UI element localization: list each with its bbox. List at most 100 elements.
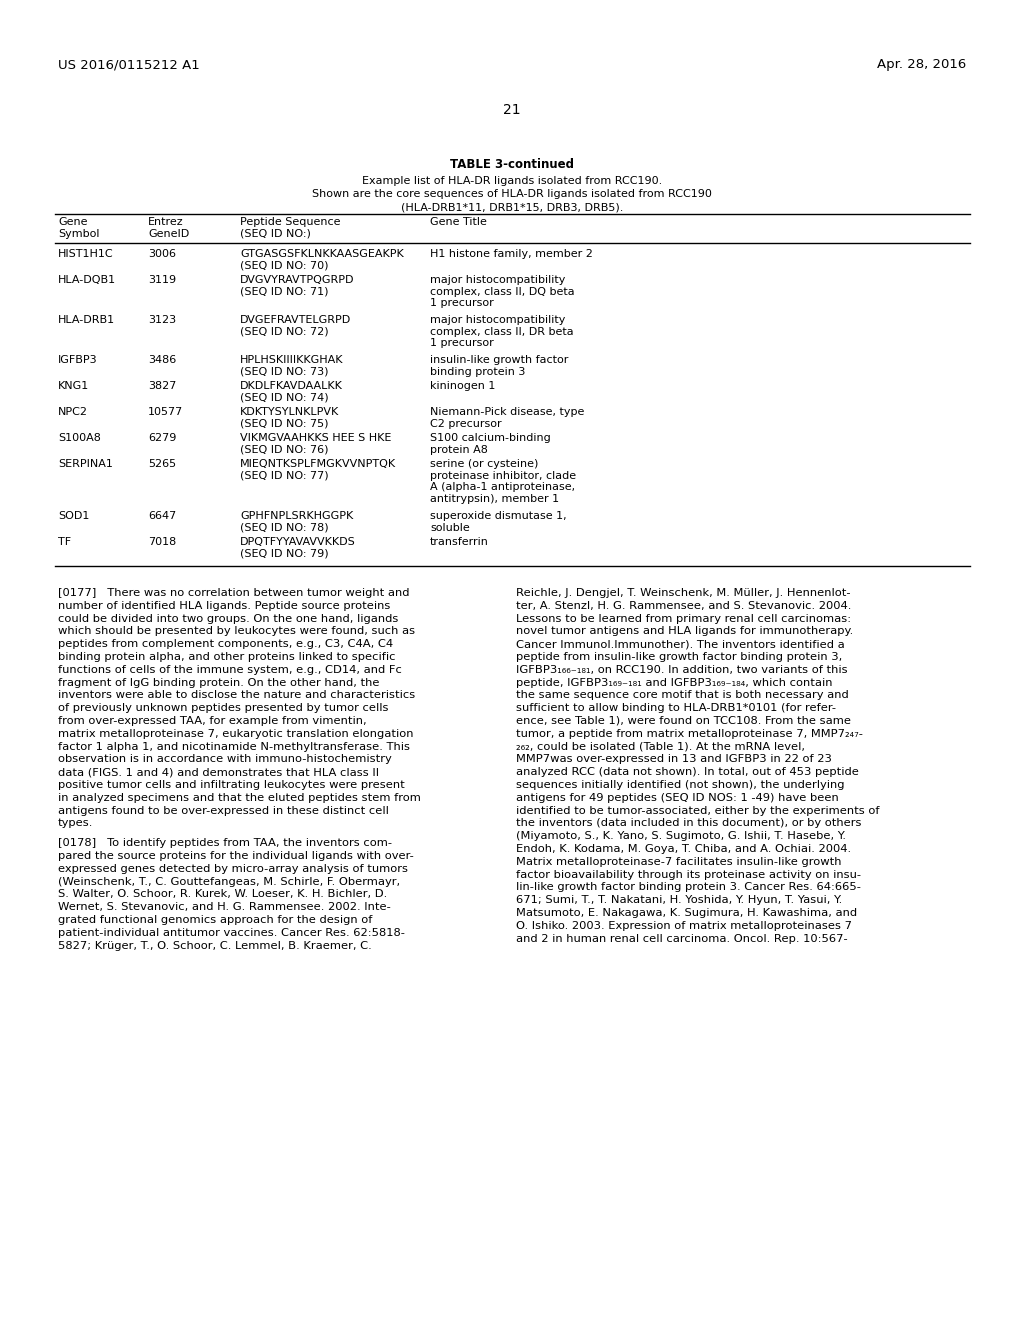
- Text: 7018: 7018: [148, 537, 176, 546]
- Text: which should be presented by leukocytes were found, such as: which should be presented by leukocytes …: [58, 627, 415, 636]
- Text: inventors were able to disclose the nature and characteristics: inventors were able to disclose the natu…: [58, 690, 416, 701]
- Text: Entrez
GeneID: Entrez GeneID: [148, 216, 189, 239]
- Text: S100A8: S100A8: [58, 433, 101, 444]
- Text: H1 histone family, member 2: H1 histone family, member 2: [430, 249, 593, 259]
- Text: grated functional genomics approach for the design of: grated functional genomics approach for …: [58, 915, 373, 925]
- Text: Niemann-Pick disease, type
C2 precursor: Niemann-Pick disease, type C2 precursor: [430, 407, 585, 429]
- Text: S100 calcium-binding
protein A8: S100 calcium-binding protein A8: [430, 433, 551, 454]
- Text: data (FIGS. 1 and 4) and demonstrates that HLA class II: data (FIGS. 1 and 4) and demonstrates th…: [58, 767, 379, 777]
- Text: factor bioavailability through its proteinase activity on insu-: factor bioavailability through its prote…: [516, 870, 861, 879]
- Text: 3119: 3119: [148, 275, 176, 285]
- Text: [0177]   There was no correlation between tumor weight and: [0177] There was no correlation between …: [58, 587, 410, 598]
- Text: matrix metalloproteinase 7, eukaryotic translation elongation: matrix metalloproteinase 7, eukaryotic t…: [58, 729, 414, 739]
- Text: Matrix metalloproteinase-7 facilitates insulin-like growth: Matrix metalloproteinase-7 facilitates i…: [516, 857, 842, 867]
- Text: ence, see Table 1), were found on TCC108. From the same: ence, see Table 1), were found on TCC108…: [516, 715, 851, 726]
- Text: lin-like growth factor binding protein 3. Cancer Res. 64:665-: lin-like growth factor binding protein 3…: [516, 882, 861, 892]
- Text: number of identified HLA ligands. Peptide source proteins: number of identified HLA ligands. Peptid…: [58, 601, 390, 611]
- Text: tumor, a peptide from matrix metalloproteinase 7, MMP7₂₄₇-: tumor, a peptide from matrix metalloprot…: [516, 729, 863, 739]
- Text: antigens for 49 peptides (SEQ ID NOS: 1 -49) have been: antigens for 49 peptides (SEQ ID NOS: 1 …: [516, 793, 839, 803]
- Text: HLA-DRB1: HLA-DRB1: [58, 315, 115, 325]
- Text: peptide from insulin-like growth factor binding protein 3,: peptide from insulin-like growth factor …: [516, 652, 843, 663]
- Text: MIEQNTKSPLFMGKVVNPTQK
(SEQ ID NO: 77): MIEQNTKSPLFMGKVVNPTQK (SEQ ID NO: 77): [240, 459, 396, 480]
- Text: 3006: 3006: [148, 249, 176, 259]
- Text: Gene Title: Gene Title: [430, 216, 486, 227]
- Text: NPC2: NPC2: [58, 407, 88, 417]
- Text: (Miyamoto, S., K. Yano, S. Sugimoto, G. Ishii, T. Hasebe, Y.: (Miyamoto, S., K. Yano, S. Sugimoto, G. …: [516, 832, 846, 841]
- Text: Endoh, K. Kodama, M. Goya, T. Chiba, and A. Ochiai. 2004.: Endoh, K. Kodama, M. Goya, T. Chiba, and…: [516, 843, 851, 854]
- Text: GTGASGSFKLNKKAASGEAKPK
(SEQ ID NO: 70): GTGASGSFKLNKKAASGEAKPK (SEQ ID NO: 70): [240, 249, 403, 271]
- Text: pared the source proteins for the individual ligands with over-: pared the source proteins for the indivi…: [58, 851, 414, 861]
- Text: KNG1: KNG1: [58, 381, 89, 391]
- Text: HPLHSKIIIIKKGHAK
(SEQ ID NO: 73): HPLHSKIIIIKKGHAK (SEQ ID NO: 73): [240, 355, 343, 376]
- Text: DVGEFRAVTELGRPD
(SEQ ID NO: 72): DVGEFRAVTELGRPD (SEQ ID NO: 72): [240, 315, 351, 337]
- Text: TF: TF: [58, 537, 71, 546]
- Text: HIST1H1C: HIST1H1C: [58, 249, 114, 259]
- Text: 6647: 6647: [148, 511, 176, 521]
- Text: of previously unknown peptides presented by tumor cells: of previously unknown peptides presented…: [58, 704, 388, 713]
- Text: US 2016/0115212 A1: US 2016/0115212 A1: [58, 58, 200, 71]
- Text: identified to be tumor-associated, either by the experiments of: identified to be tumor-associated, eithe…: [516, 805, 880, 816]
- Text: fragment of IgG binding protein. On the other hand, the: fragment of IgG binding protein. On the …: [58, 677, 380, 688]
- Text: novel tumor antigens and HLA ligands for immunotherapy.: novel tumor antigens and HLA ligands for…: [516, 627, 853, 636]
- Text: Example list of HLA-DR ligands isolated from RCC190.: Example list of HLA-DR ligands isolated …: [361, 176, 663, 186]
- Text: MMP7was over-expressed in 13 and IGFBP3 in 22 of 23: MMP7was over-expressed in 13 and IGFBP3 …: [516, 755, 831, 764]
- Text: [0178]   To identify peptides from TAA, the inventors com-: [0178] To identify peptides from TAA, th…: [58, 838, 392, 849]
- Text: (HLA-DRB1*11, DRB1*15, DRB3, DRB5).: (HLA-DRB1*11, DRB1*15, DRB3, DRB5).: [400, 202, 624, 213]
- Text: 10577: 10577: [148, 407, 183, 417]
- Text: Reichle, J. Dengjel, T. Weinschenk, M. Müller, J. Hennenlot-: Reichle, J. Dengjel, T. Weinschenk, M. M…: [516, 587, 851, 598]
- Text: HLA-DQB1: HLA-DQB1: [58, 275, 116, 285]
- Text: transferrin: transferrin: [430, 537, 488, 546]
- Text: Matsumoto, E. Nakagawa, K. Sugimura, H. Kawashima, and: Matsumoto, E. Nakagawa, K. Sugimura, H. …: [516, 908, 857, 917]
- Text: Gene
Symbol: Gene Symbol: [58, 216, 99, 239]
- Text: VIKMGVAAHKKS HEE S HKE
(SEQ ID NO: 76): VIKMGVAAHKKS HEE S HKE (SEQ ID NO: 76): [240, 433, 391, 454]
- Text: serine (or cysteine)
proteinase inhibitor, clade
A (alpha-1 antiproteinase,
anti: serine (or cysteine) proteinase inhibito…: [430, 459, 577, 504]
- Text: kininogen 1: kininogen 1: [430, 381, 496, 391]
- Text: SOD1: SOD1: [58, 511, 89, 521]
- Text: DVGVYRAVTPQGRPD
(SEQ ID NO: 71): DVGVYRAVTPQGRPD (SEQ ID NO: 71): [240, 275, 354, 297]
- Text: sufficient to allow binding to HLA-DRB1*0101 (for refer-: sufficient to allow binding to HLA-DRB1*…: [516, 704, 836, 713]
- Text: 3486: 3486: [148, 355, 176, 366]
- Text: peptides from complement components, e.g., C3, C4A, C4: peptides from complement components, e.g…: [58, 639, 393, 649]
- Text: SERPINA1: SERPINA1: [58, 459, 113, 469]
- Text: 5265: 5265: [148, 459, 176, 469]
- Text: KDKTYSYLNKLPVK
(SEQ ID NO: 75): KDKTYSYLNKLPVK (SEQ ID NO: 75): [240, 407, 339, 429]
- Text: in analyzed specimens and that the eluted peptides stem from: in analyzed specimens and that the elute…: [58, 793, 421, 803]
- Text: the inventors (data included in this document), or by others: the inventors (data included in this doc…: [516, 818, 861, 829]
- Text: IGFBP3₁₆₆₋₁₈₁, on RCC190. In addition, two variants of this: IGFBP3₁₆₆₋₁₈₁, on RCC190. In addition, t…: [516, 665, 848, 675]
- Text: IGFBP3: IGFBP3: [58, 355, 97, 366]
- Text: Peptide Sequence
(SEQ ID NO:): Peptide Sequence (SEQ ID NO:): [240, 216, 341, 239]
- Text: from over-expressed TAA, for example from vimentin,: from over-expressed TAA, for example fro…: [58, 715, 367, 726]
- Text: 6279: 6279: [148, 433, 176, 444]
- Text: peptide, IGFBP3₁₆₉₋₁₈₁ and IGFBP3₁₆₉₋₁₈₄, which contain: peptide, IGFBP3₁₆₉₋₁₈₁ and IGFBP3₁₆₉₋₁₈₄…: [516, 677, 833, 688]
- Text: could be divided into two groups. On the one hand, ligands: could be divided into two groups. On the…: [58, 614, 398, 623]
- Text: major histocompatibility
complex, class II, DR beta
1 precursor: major histocompatibility complex, class …: [430, 315, 573, 348]
- Text: expressed genes detected by micro-array analysis of tumors: expressed genes detected by micro-array …: [58, 863, 408, 874]
- Text: Apr. 28, 2016: Apr. 28, 2016: [877, 58, 966, 71]
- Text: major histocompatibility
complex, class II, DQ beta
1 precursor: major histocompatibility complex, class …: [430, 275, 574, 308]
- Text: (Weinschenk, T., C. Gouttefangeas, M. Schirle, F. Obermayr,: (Weinschenk, T., C. Gouttefangeas, M. Sc…: [58, 876, 400, 887]
- Text: observation is in accordance with immuno-histochemistry: observation is in accordance with immuno…: [58, 755, 392, 764]
- Text: positive tumor cells and infiltrating leukocytes were present: positive tumor cells and infiltrating le…: [58, 780, 404, 789]
- Text: Lessons to be learned from primary renal cell carcinomas:: Lessons to be learned from primary renal…: [516, 614, 851, 623]
- Text: patient-individual antitumor vaccines. Cancer Res. 62:5818-: patient-individual antitumor vaccines. C…: [58, 928, 404, 937]
- Text: binding protein alpha, and other proteins linked to specific: binding protein alpha, and other protein…: [58, 652, 395, 663]
- Text: 3123: 3123: [148, 315, 176, 325]
- Text: types.: types.: [58, 818, 93, 829]
- Text: superoxide dismutase 1,
soluble: superoxide dismutase 1, soluble: [430, 511, 566, 532]
- Text: insulin-like growth factor
binding protein 3: insulin-like growth factor binding prote…: [430, 355, 568, 376]
- Text: factor 1 alpha 1, and nicotinamide N-methyltransferase. This: factor 1 alpha 1, and nicotinamide N-met…: [58, 742, 410, 751]
- Text: antigens found to be over-expressed in these distinct cell: antigens found to be over-expressed in t…: [58, 805, 389, 816]
- Text: O. Ishiko. 2003. Expression of matrix metalloproteinases 7: O. Ishiko. 2003. Expression of matrix me…: [516, 921, 852, 931]
- Text: S. Walter, O. Schoor, R. Kurek, W. Loeser, K. H. Bichler, D.: S. Walter, O. Schoor, R. Kurek, W. Loese…: [58, 890, 387, 899]
- Text: DPQTFYYAVAVVKKDS
(SEQ ID NO: 79): DPQTFYYAVAVVKKDS (SEQ ID NO: 79): [240, 537, 355, 558]
- Text: 21: 21: [503, 103, 521, 117]
- Text: ₂₆₂, could be isolated (Table 1). At the mRNA level,: ₂₆₂, could be isolated (Table 1). At the…: [516, 742, 805, 751]
- Text: ter, A. Stenzl, H. G. Rammensee, and S. Stevanovic. 2004.: ter, A. Stenzl, H. G. Rammensee, and S. …: [516, 601, 851, 611]
- Text: Wernet, S. Stevanovic, and H. G. Rammensee. 2002. Inte-: Wernet, S. Stevanovic, and H. G. Rammens…: [58, 902, 391, 912]
- Text: the same sequence core motif that is both necessary and: the same sequence core motif that is bot…: [516, 690, 849, 701]
- Text: and 2 in human renal cell carcinoma. Oncol. Rep. 10:567-: and 2 in human renal cell carcinoma. Onc…: [516, 933, 848, 944]
- Text: sequences initially identified (not shown), the underlying: sequences initially identified (not show…: [516, 780, 845, 789]
- Text: 5827; Krüger, T., O. Schoor, C. Lemmel, B. Kraemer, C.: 5827; Krüger, T., O. Schoor, C. Lemmel, …: [58, 941, 372, 950]
- Text: functions of cells of the immune system, e.g., CD14, and Fc: functions of cells of the immune system,…: [58, 665, 401, 675]
- Text: DKDLFKAVDAALKK
(SEQ ID NO: 74): DKDLFKAVDAALKK (SEQ ID NO: 74): [240, 381, 343, 403]
